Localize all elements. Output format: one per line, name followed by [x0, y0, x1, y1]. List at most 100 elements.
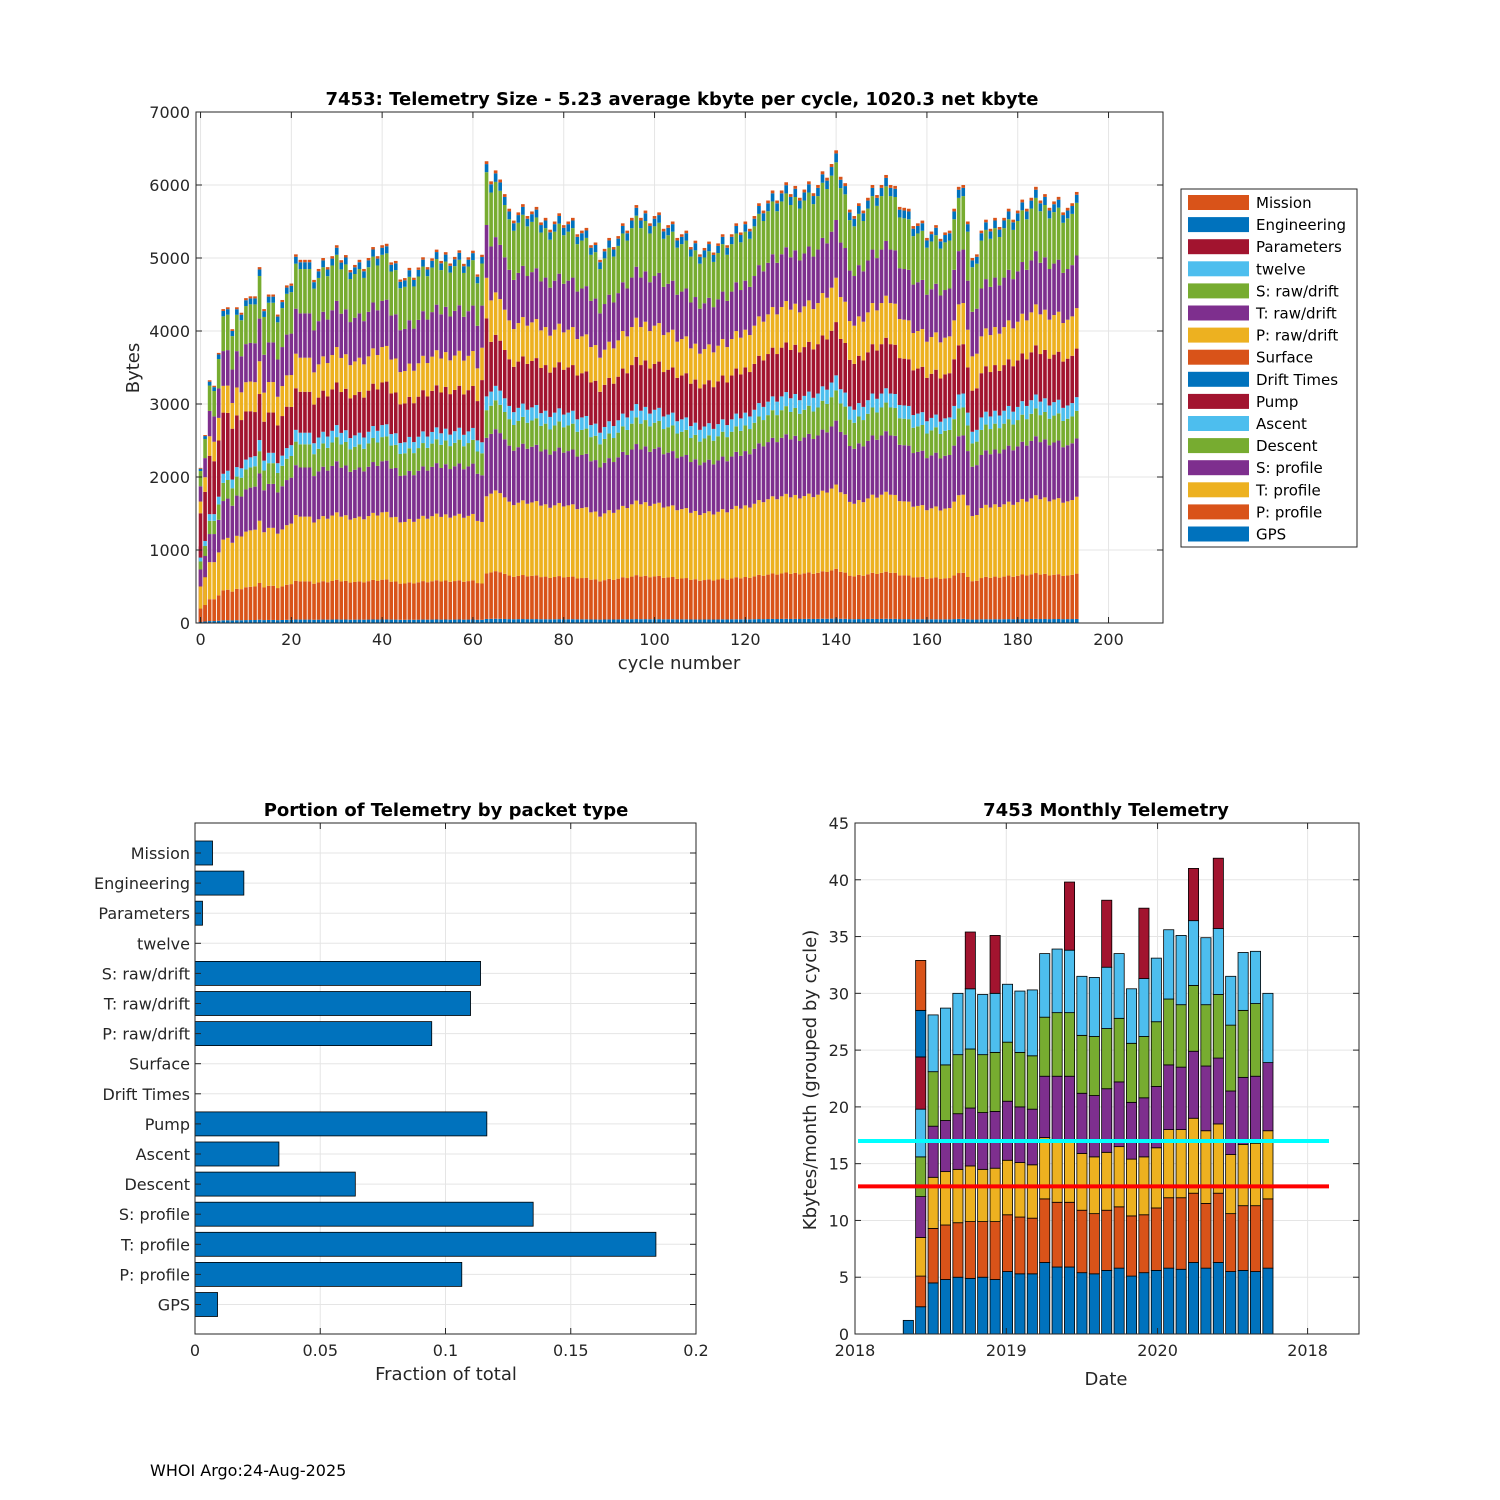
cycle-bar-segment	[1056, 351, 1061, 400]
cycle-bar-segment	[979, 288, 984, 337]
cycle-bar-segment	[716, 243, 720, 246]
monthly-bar-segment	[1237, 952, 1249, 1011]
cycle-bar-segment	[625, 373, 630, 418]
cycle-bar-segment	[648, 225, 652, 234]
cycle-bar-segment	[580, 417, 584, 430]
cycle-bar-segment	[357, 357, 362, 392]
cycle-bar-segment	[561, 332, 566, 370]
cycle-bar-segment	[602, 248, 607, 252]
cycle-bar-segment	[225, 350, 230, 386]
cycle-bar-segment	[693, 510, 698, 580]
cycle-bar-segment	[489, 493, 493, 573]
cycle-bar-segment	[289, 333, 294, 376]
monthly-bar-segment	[1163, 929, 1175, 1000]
cycle-bar-segment	[634, 575, 639, 620]
cycle-bar-segment	[911, 427, 916, 454]
cycle-bar-segment	[729, 619, 734, 623]
legend-label: twelve	[1256, 260, 1306, 278]
cycle-bar-segment	[484, 410, 489, 438]
cycle-bar-segment	[652, 503, 657, 577]
cycle-bar-segment	[952, 320, 956, 360]
cycle-bar-segment	[1070, 500, 1075, 575]
cycle-bar-segment	[507, 359, 512, 406]
cycle-bar-segment	[779, 618, 784, 623]
cycle-bar-segment	[344, 580, 348, 620]
cycle-bar-segment	[375, 258, 380, 266]
cycle-bar-segment	[652, 422, 657, 449]
monthly-bar-segment	[1262, 992, 1274, 1064]
cycle-bar-segment	[857, 574, 861, 620]
cycle-bar-segment	[357, 467, 362, 517]
cycle-bar-segment	[280, 455, 285, 466]
cycle-bar-segment	[911, 228, 916, 237]
cycle-bar-segment	[212, 416, 216, 442]
cycle-bar-segment	[457, 619, 462, 623]
monthly-bar-segment	[1076, 1153, 1088, 1211]
monthly-bar-segment	[1039, 953, 1051, 1018]
cycle-bar-segment	[203, 458, 207, 478]
cycle-bar-segment	[493, 181, 498, 238]
cycle-bar-segment	[384, 243, 389, 247]
cycle-bar-segment	[916, 505, 920, 578]
cycle-bar-segment	[502, 204, 507, 258]
cycle-bar-segment	[321, 466, 325, 517]
br-bars	[902, 857, 1274, 1335]
cycle-bar-segment	[897, 217, 902, 269]
cycle-bar-segment	[825, 339, 829, 390]
cycle-bar-segment	[684, 429, 689, 455]
cycle-bar-segment	[521, 214, 525, 266]
cycle-bar-segment	[748, 429, 752, 455]
cycle-bar-segment	[684, 417, 689, 430]
cycle-bar-segment	[888, 249, 893, 304]
cycle-bar-segment	[943, 430, 947, 456]
cycle-bar-segment	[511, 329, 516, 367]
cycle-bar-segment	[466, 443, 471, 467]
cycle-bar-segment	[552, 280, 557, 330]
cycle-bar-segment	[412, 521, 416, 584]
cycle-bar-segment	[198, 561, 203, 570]
cycle-bar-segment	[716, 253, 720, 300]
monthly-bar-segment	[1150, 1147, 1162, 1209]
cycle-bar-segment	[793, 494, 798, 573]
cycle-bar-segment	[1034, 573, 1038, 619]
cycle-bar-segment	[1065, 218, 1070, 270]
cycle-bar-segment	[384, 299, 389, 346]
cycle-bar-segment	[988, 286, 993, 336]
cycle-bar-segment	[725, 579, 729, 620]
cycle-bar-segment	[797, 260, 802, 313]
cycle-bar-segment	[552, 451, 557, 506]
cycle-bar-segment	[920, 505, 925, 577]
cycle-bar-segment	[480, 583, 484, 620]
cycle-bar-segment	[979, 429, 984, 455]
cycle-bar-segment	[1070, 265, 1075, 317]
cycle-bar-segment	[1047, 207, 1052, 211]
cycle-bar-segment	[689, 579, 693, 620]
cycle-bar-segment	[312, 522, 316, 584]
cycle-bar-segment	[934, 235, 938, 284]
cycle-bar-segment	[725, 245, 729, 248]
cycle-bar-segment	[498, 572, 502, 619]
cycle-bar-segment	[366, 356, 371, 391]
bl-xtick-label: 0.1	[433, 1341, 458, 1360]
cycle-bar-segment	[652, 276, 657, 326]
cycle-bar-segment	[684, 336, 689, 374]
cycle-bar-segment	[216, 440, 221, 497]
cycle-bar-segment	[1065, 418, 1070, 446]
cycle-bar-segment	[489, 184, 493, 193]
cycle-bar-segment	[1061, 361, 1065, 408]
cycle-bar-segment	[271, 412, 275, 453]
cycle-bar-segment	[393, 392, 398, 434]
monthly-bar-segment	[1163, 1267, 1175, 1335]
cycle-bar-segment	[471, 351, 475, 386]
cycle-bar-segment	[511, 220, 516, 224]
cycle-bar-segment	[793, 407, 798, 436]
cycle-bar-segment	[834, 277, 838, 323]
cycle-bar-segment	[203, 491, 207, 541]
cycle-bar-segment	[1038, 442, 1043, 500]
cycle-bar-segment	[1065, 575, 1070, 620]
cycle-bar-segment	[879, 344, 884, 394]
monthly-bar-segment	[1250, 1205, 1262, 1272]
monthly-bar-segment	[1088, 1213, 1100, 1275]
cycle-bar-segment	[480, 442, 484, 454]
cycle-bar-segment	[516, 502, 521, 576]
